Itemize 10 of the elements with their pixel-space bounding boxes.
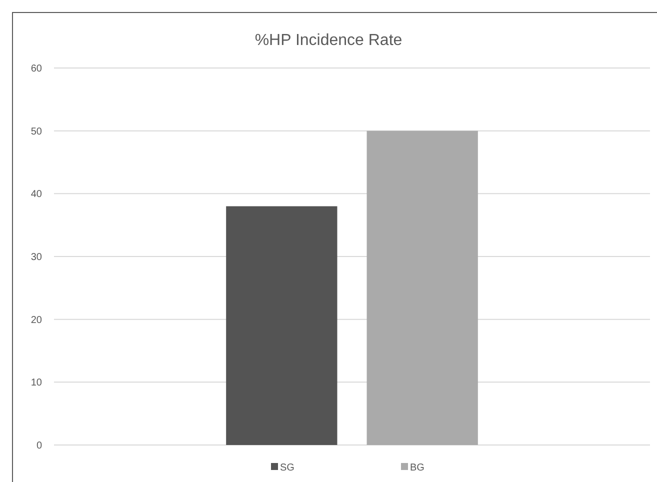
legend-label: BG: [410, 462, 425, 474]
y-tick-label: 20: [30, 314, 42, 326]
y-tick-label: 40: [30, 189, 42, 200]
y-tick-label: 10: [30, 378, 42, 389]
chart-title: %HP Incidence Rate: [254, 32, 402, 49]
y-tick-label: 60: [30, 64, 42, 74]
legend-label: SG: [280, 462, 295, 474]
y-tick-label: 30: [30, 252, 42, 263]
y-tick-label: 0: [36, 440, 42, 452]
y-tick-label: 50: [30, 126, 42, 138]
